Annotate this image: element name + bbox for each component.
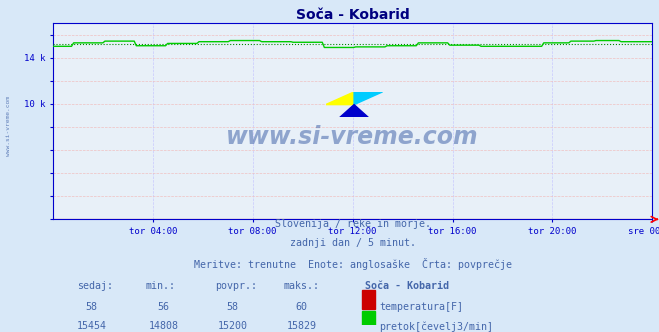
Text: 14808: 14808 — [149, 321, 179, 331]
Text: zadnji dan / 5 minut.: zadnji dan / 5 minut. — [289, 238, 416, 248]
Text: Slovenija / reke in morje.: Slovenija / reke in morje. — [275, 219, 430, 229]
Text: Meritve: trenutne  Enote: anglosaške  Črta: povprečje: Meritve: trenutne Enote: anglosaške Črta… — [194, 258, 511, 270]
Text: temperatura[F]: temperatura[F] — [380, 302, 463, 312]
Title: Soča - Kobarid: Soča - Kobarid — [296, 8, 409, 22]
Text: 58: 58 — [227, 302, 239, 312]
Text: povpr.:: povpr.: — [215, 281, 256, 291]
Text: 15200: 15200 — [217, 321, 248, 331]
Text: 56: 56 — [158, 302, 169, 312]
Text: www.si-vreme.com: www.si-vreme.com — [226, 125, 479, 149]
Text: 15454: 15454 — [76, 321, 107, 331]
Text: www.si-vreme.com: www.si-vreme.com — [6, 96, 11, 156]
Polygon shape — [354, 92, 382, 105]
Text: min.:: min.: — [146, 281, 176, 291]
Text: 58: 58 — [86, 302, 98, 312]
Polygon shape — [340, 105, 368, 118]
Polygon shape — [326, 92, 354, 105]
Text: 15829: 15829 — [287, 321, 316, 331]
Text: 60: 60 — [296, 302, 308, 312]
Text: pretok[čevelj3/min]: pretok[čevelj3/min] — [380, 321, 494, 332]
Text: maks.:: maks.: — [283, 281, 320, 291]
Text: sedaj:: sedaj: — [76, 281, 113, 291]
FancyBboxPatch shape — [362, 310, 375, 330]
Text: Soča - Kobarid: Soča - Kobarid — [364, 281, 449, 291]
FancyBboxPatch shape — [362, 290, 375, 309]
